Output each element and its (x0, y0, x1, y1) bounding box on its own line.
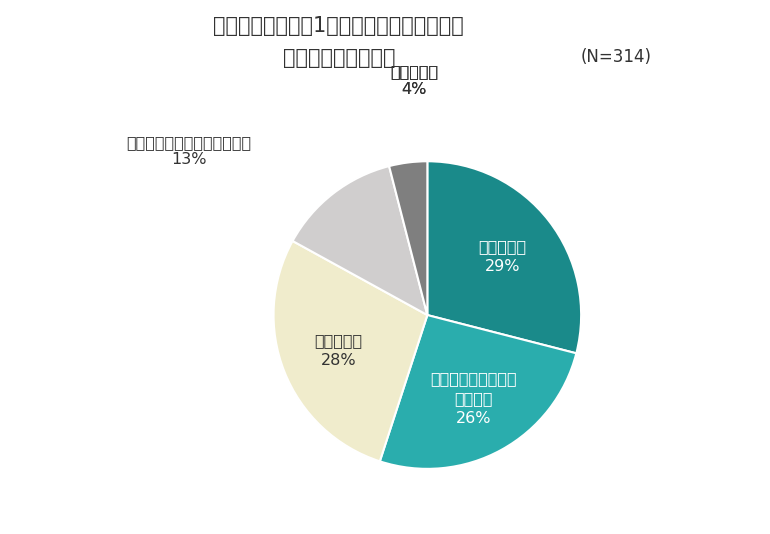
Wedge shape (273, 241, 427, 461)
Text: おでかけ予算の変化: おでかけ予算の変化 (283, 48, 395, 68)
Wedge shape (427, 161, 581, 354)
Text: 減っている
4%: 減っている 4% (390, 64, 438, 97)
Text: どちらかと言えば増
えている
26%: どちらかと言えば増 えている 26% (430, 371, 517, 426)
Wedge shape (389, 161, 427, 315)
Text: (N=314): (N=314) (581, 48, 651, 66)
Text: 減っている
4%: 減っている 4% (390, 64, 438, 97)
Text: 変わらない
28%: 変わらない 28% (315, 333, 363, 367)
Text: 増えている
29%: 増えている 29% (479, 239, 527, 274)
Wedge shape (380, 315, 576, 469)
Text: どちらかと言えば減っている
13%: どちらかと言えば減っている 13% (126, 135, 252, 167)
Wedge shape (293, 166, 427, 315)
Text: コロナ前と比べた1人あたりひと月にかける: コロナ前と比べた1人あたりひと月にかける (213, 16, 464, 36)
